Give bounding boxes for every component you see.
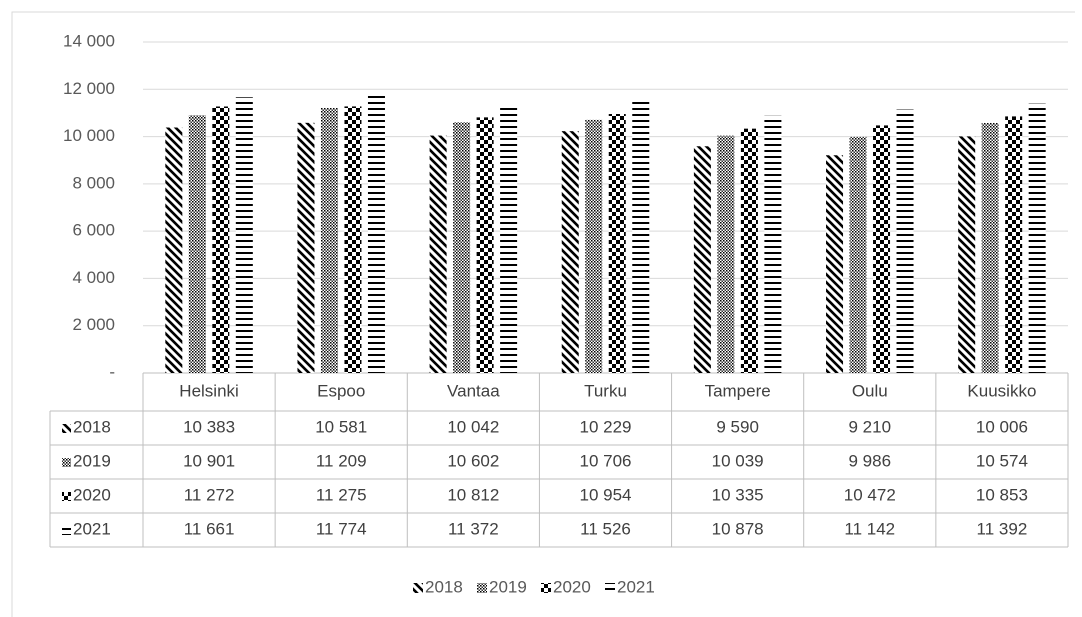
y-tick-label: 4 000 — [72, 268, 115, 287]
category-label: Kuusikko — [967, 381, 1036, 400]
legend-key — [605, 583, 615, 593]
bar — [320, 107, 338, 373]
table-value: 11 526 — [580, 519, 631, 538]
category-label: Espoo — [317, 381, 365, 400]
legend-label: 2018 — [425, 577, 463, 596]
table-value: 11 372 — [448, 519, 499, 538]
bar — [740, 128, 758, 373]
bar — [896, 109, 914, 373]
table-value: 10 006 — [976, 417, 1028, 436]
table-value: 11 774 — [316, 519, 367, 538]
bar — [1005, 116, 1023, 374]
table-value: 10 602 — [447, 451, 499, 470]
table-value: 10 229 — [580, 417, 632, 436]
category-label: Helsinki — [179, 381, 239, 400]
chart-frame — [11, 11, 1075, 617]
table-row-label: 2020 — [73, 485, 111, 504]
table-value: 11 142 — [844, 519, 895, 538]
bar — [165, 127, 183, 374]
bar — [693, 146, 711, 373]
y-tick-label: 6 000 — [72, 221, 115, 240]
bar — [849, 136, 867, 373]
bar — [632, 100, 650, 373]
legend-key — [413, 583, 423, 593]
table-value: 11 661 — [184, 519, 235, 538]
bar — [958, 136, 976, 373]
y-tick-label: - — [109, 362, 115, 381]
table-value: 10 706 — [580, 451, 632, 470]
y-tick-label: 2 000 — [72, 315, 115, 334]
bar — [1028, 103, 1046, 373]
bar — [367, 94, 385, 373]
table-key — [62, 526, 71, 535]
table-value: 10 878 — [712, 519, 764, 538]
table-value: 10 853 — [976, 485, 1028, 504]
bar — [212, 106, 230, 373]
table-value: 11 275 — [316, 485, 367, 504]
table-value: 11 272 — [184, 485, 235, 504]
bar — [297, 122, 315, 373]
table-value: 10 812 — [447, 485, 499, 504]
category-label: Turku — [584, 381, 627, 400]
table-value: 9 590 — [716, 417, 759, 436]
bar — [826, 155, 844, 373]
table-value: 10 954 — [580, 485, 632, 504]
table-value: 10 335 — [712, 485, 764, 504]
bar — [873, 125, 891, 373]
legend-label: 2020 — [553, 577, 591, 596]
table-value: 10 581 — [315, 417, 367, 436]
bar — [476, 117, 494, 373]
table-value: 10 472 — [844, 485, 896, 504]
table-value: 10 383 — [183, 417, 235, 436]
table-value: 11 392 — [977, 519, 1028, 538]
legend-key — [541, 583, 551, 593]
table-value: 11 209 — [316, 451, 367, 470]
table-key — [62, 492, 71, 501]
category-label: Oulu — [852, 381, 888, 400]
bar — [585, 119, 603, 373]
table-value: 10 039 — [712, 451, 764, 470]
bar — [188, 115, 206, 373]
y-tick-label: 12 000 — [63, 79, 115, 98]
bar — [561, 131, 579, 373]
bar — [608, 114, 626, 373]
legend-label: 2019 — [489, 577, 527, 596]
legend-label: 2021 — [617, 577, 655, 596]
table-key — [62, 458, 71, 467]
legend-key — [477, 583, 487, 593]
bar — [429, 135, 447, 373]
bar — [981, 123, 999, 373]
table-value: 10 574 — [976, 451, 1028, 470]
table-value: 10 901 — [183, 451, 235, 470]
bar — [453, 122, 471, 373]
table-row-label: 2019 — [73, 451, 111, 470]
y-tick-label: 14 000 — [63, 31, 115, 50]
table-row-label: 2021 — [73, 519, 111, 538]
bar — [344, 106, 362, 373]
table-value: 10 042 — [447, 417, 499, 436]
y-tick-label: 10 000 — [63, 126, 115, 145]
category-label: Tampere — [705, 381, 771, 400]
category-label: Vantaa — [447, 381, 500, 400]
bar — [500, 104, 518, 374]
table-row-label: 2018 — [73, 417, 111, 436]
table-key — [62, 424, 71, 433]
bar — [235, 97, 253, 373]
bar — [717, 135, 735, 373]
table-value: 9 210 — [849, 417, 892, 436]
table-value: 9 986 — [849, 451, 892, 470]
y-tick-label: 8 000 — [72, 173, 115, 192]
bar — [764, 115, 782, 374]
